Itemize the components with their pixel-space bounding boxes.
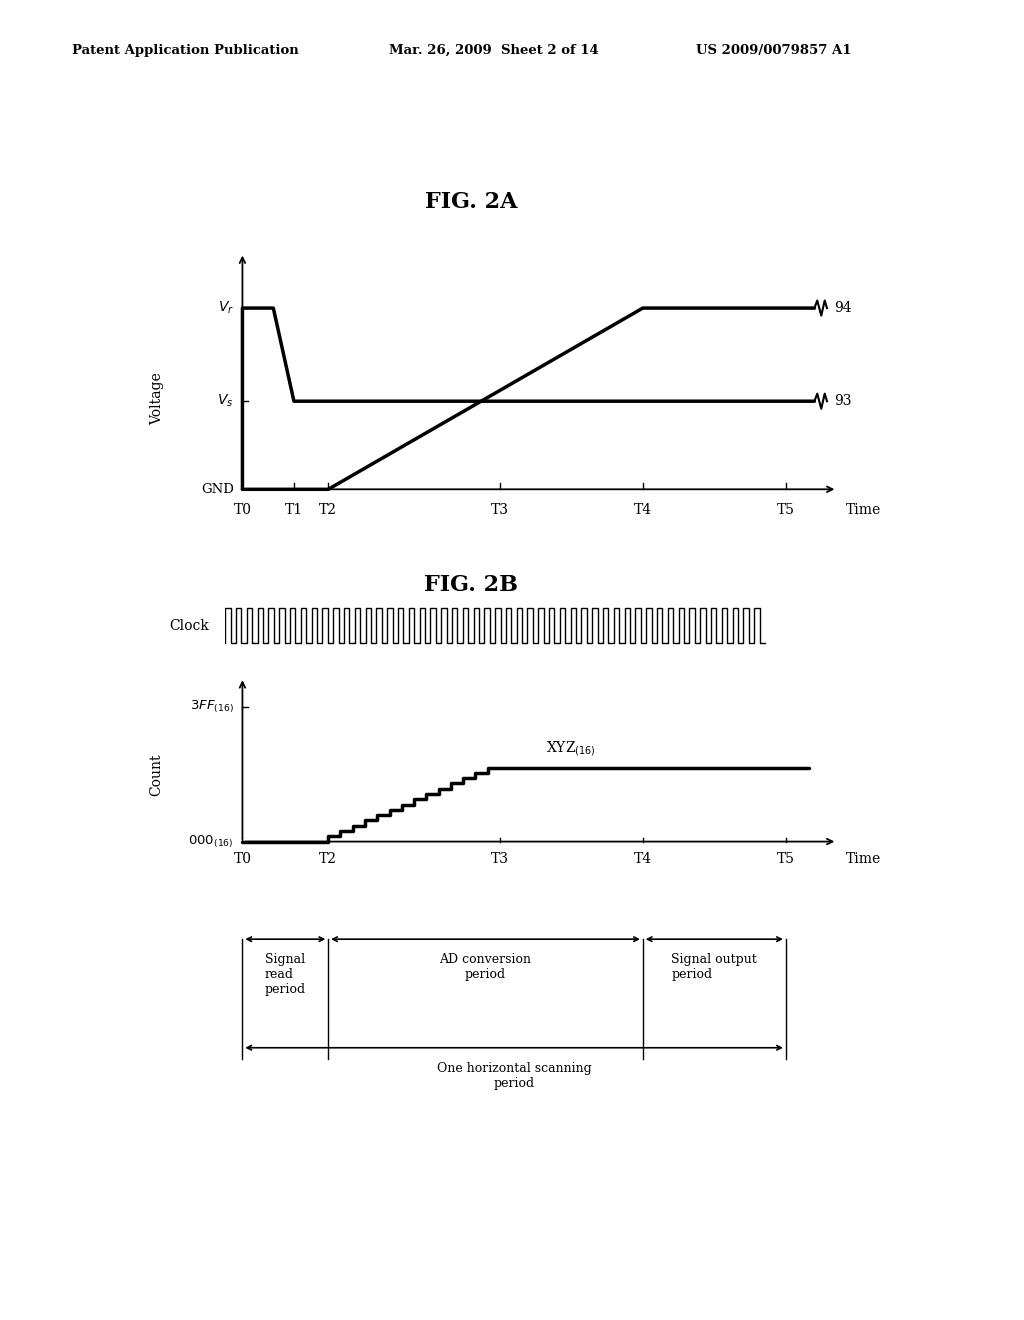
Text: GND: GND (201, 483, 233, 496)
Text: T5: T5 (777, 503, 795, 517)
Text: FIG. 2A: FIG. 2A (425, 191, 517, 214)
Text: Signal output
period: Signal output period (672, 953, 757, 981)
Text: $V_r$: $V_r$ (218, 300, 233, 317)
Text: $3FF_{(16)}$: $3FF_{(16)}$ (190, 698, 233, 715)
Text: T2: T2 (319, 853, 337, 866)
Text: 94: 94 (835, 301, 852, 315)
Text: Mar. 26, 2009  Sheet 2 of 14: Mar. 26, 2009 Sheet 2 of 14 (389, 44, 599, 57)
Text: T3: T3 (490, 503, 509, 517)
Text: One horizontal scanning
period: One horizontal scanning period (437, 1061, 592, 1089)
Text: $000_{(16)}$: $000_{(16)}$ (188, 833, 233, 850)
Text: T5: T5 (777, 853, 795, 866)
Text: XYZ$_{(16)}$: XYZ$_{(16)}$ (547, 739, 596, 758)
Text: T4: T4 (634, 503, 652, 517)
Text: 93: 93 (835, 395, 852, 408)
Text: AD conversion
period: AD conversion period (439, 953, 531, 981)
Text: T1: T1 (285, 503, 303, 517)
Text: US 2009/0079857 A1: US 2009/0079857 A1 (696, 44, 852, 57)
Text: T0: T0 (233, 503, 252, 517)
Text: T0: T0 (233, 853, 252, 866)
Text: Time: Time (846, 503, 881, 517)
Text: T2: T2 (319, 503, 337, 517)
Text: Clock: Clock (170, 619, 210, 632)
Text: Count: Count (150, 752, 164, 796)
Text: FIG. 2B: FIG. 2B (424, 574, 518, 597)
Text: Signal
read
period: Signal read period (265, 953, 306, 997)
Text: T3: T3 (490, 853, 509, 866)
Text: Patent Application Publication: Patent Application Publication (72, 44, 298, 57)
Text: $V_s$: $V_s$ (217, 393, 233, 409)
Text: Time: Time (846, 853, 881, 866)
Text: Voltage: Voltage (150, 372, 164, 425)
Text: T4: T4 (634, 853, 652, 866)
